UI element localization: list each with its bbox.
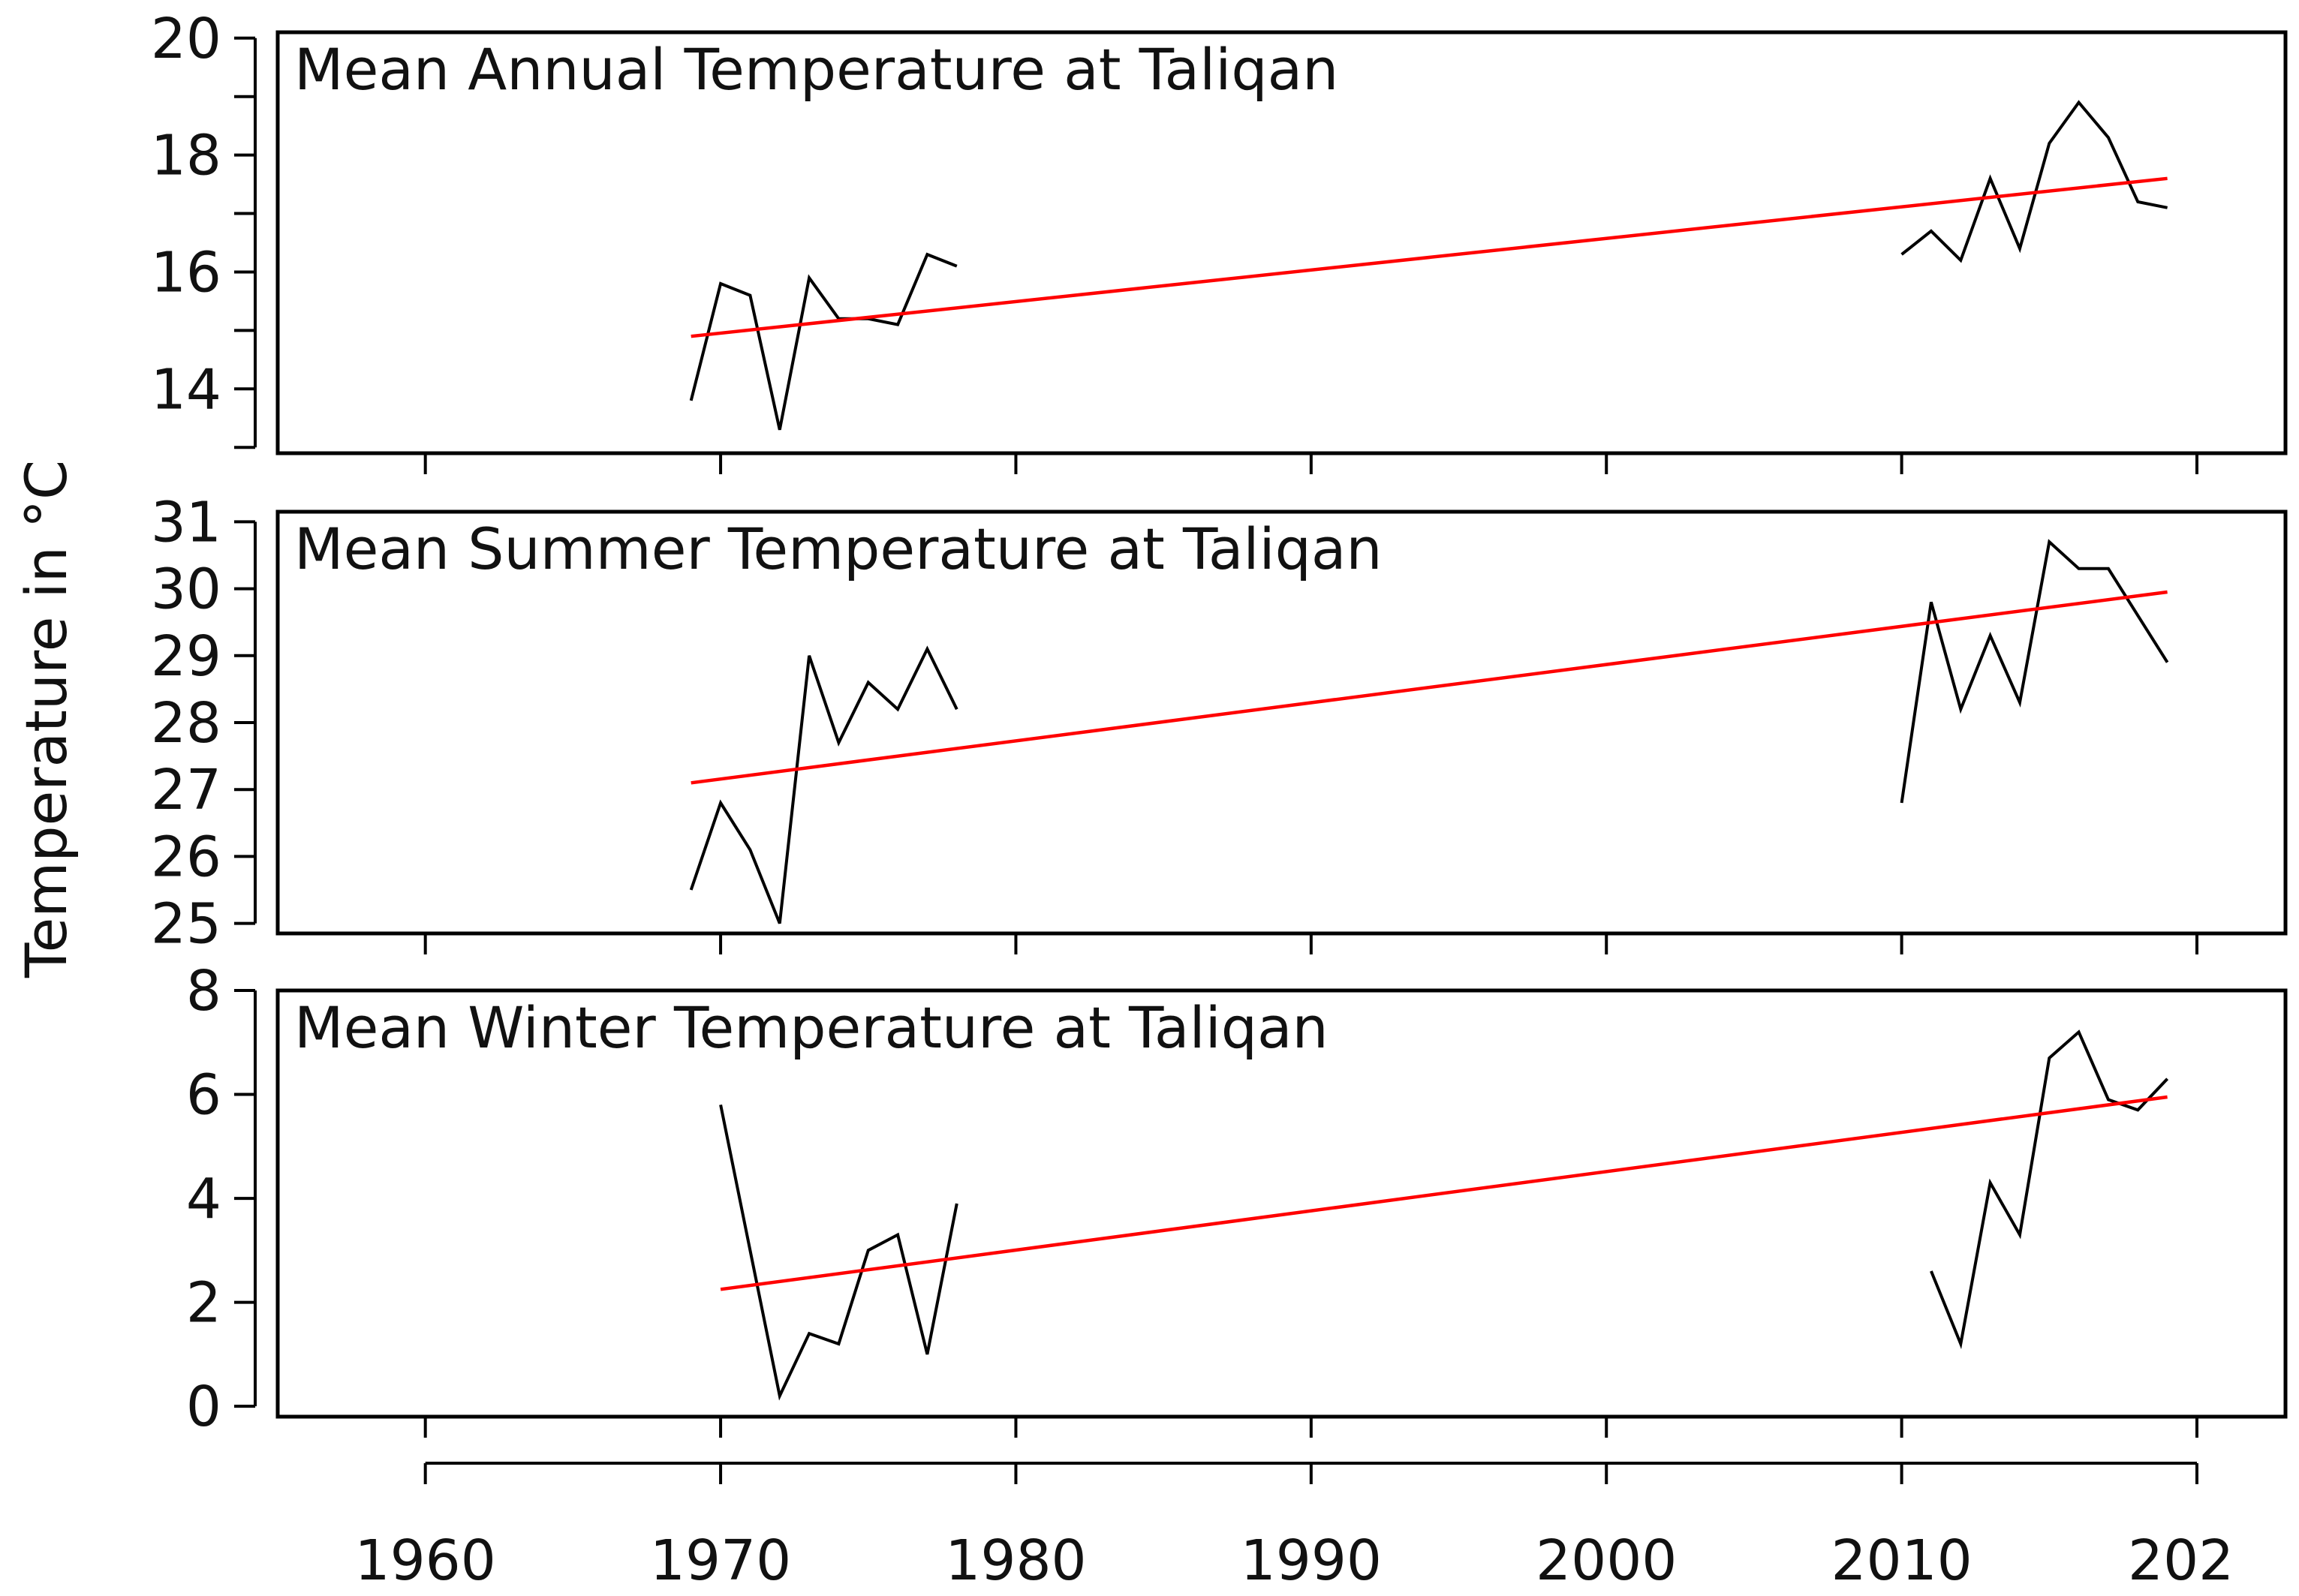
y-tick-label: 8 [186, 959, 221, 1023]
panel-title: Mean Summer Temperature at Taliqan [294, 515, 1383, 582]
x-tick-label: 1990 [1241, 1528, 1382, 1592]
x-tick-label: 1960 [355, 1528, 496, 1592]
x-tick-label: 1980 [945, 1528, 1086, 1592]
x-tick-label: 2010 [1831, 1528, 1972, 1592]
y-tick-label: 6 [186, 1063, 221, 1128]
panel-title: Mean Annual Temperature at Taliqan [294, 36, 1338, 103]
x-tick-label: 1970 [650, 1528, 791, 1592]
y-tick-label: 26 [151, 825, 221, 889]
y-tick-label: 20 [151, 7, 221, 71]
y-tick-label: 30 [151, 558, 221, 622]
y-tick-label: 14 [151, 357, 221, 422]
x-tick-label: 202 [2128, 1528, 2234, 1592]
y-tick-label: 18 [151, 124, 221, 188]
y-tick-label: 28 [151, 691, 221, 756]
panel-title: Mean Winter Temperature at Taliqan [294, 994, 1329, 1061]
y-tick-label: 31 [151, 490, 221, 555]
y-tick-label: 25 [151, 892, 221, 957]
y-tick-label: 2 [186, 1271, 221, 1336]
y-tick-label: 29 [151, 624, 221, 689]
y-tick-label: 0 [186, 1375, 221, 1439]
x-tick-label: 2000 [1536, 1528, 1677, 1592]
y-tick-label: 4 [186, 1167, 221, 1231]
y-tick-label: 16 [151, 240, 221, 305]
y-axis-label: Temperature in °C [13, 460, 80, 978]
y-tick-label: 27 [151, 758, 221, 822]
